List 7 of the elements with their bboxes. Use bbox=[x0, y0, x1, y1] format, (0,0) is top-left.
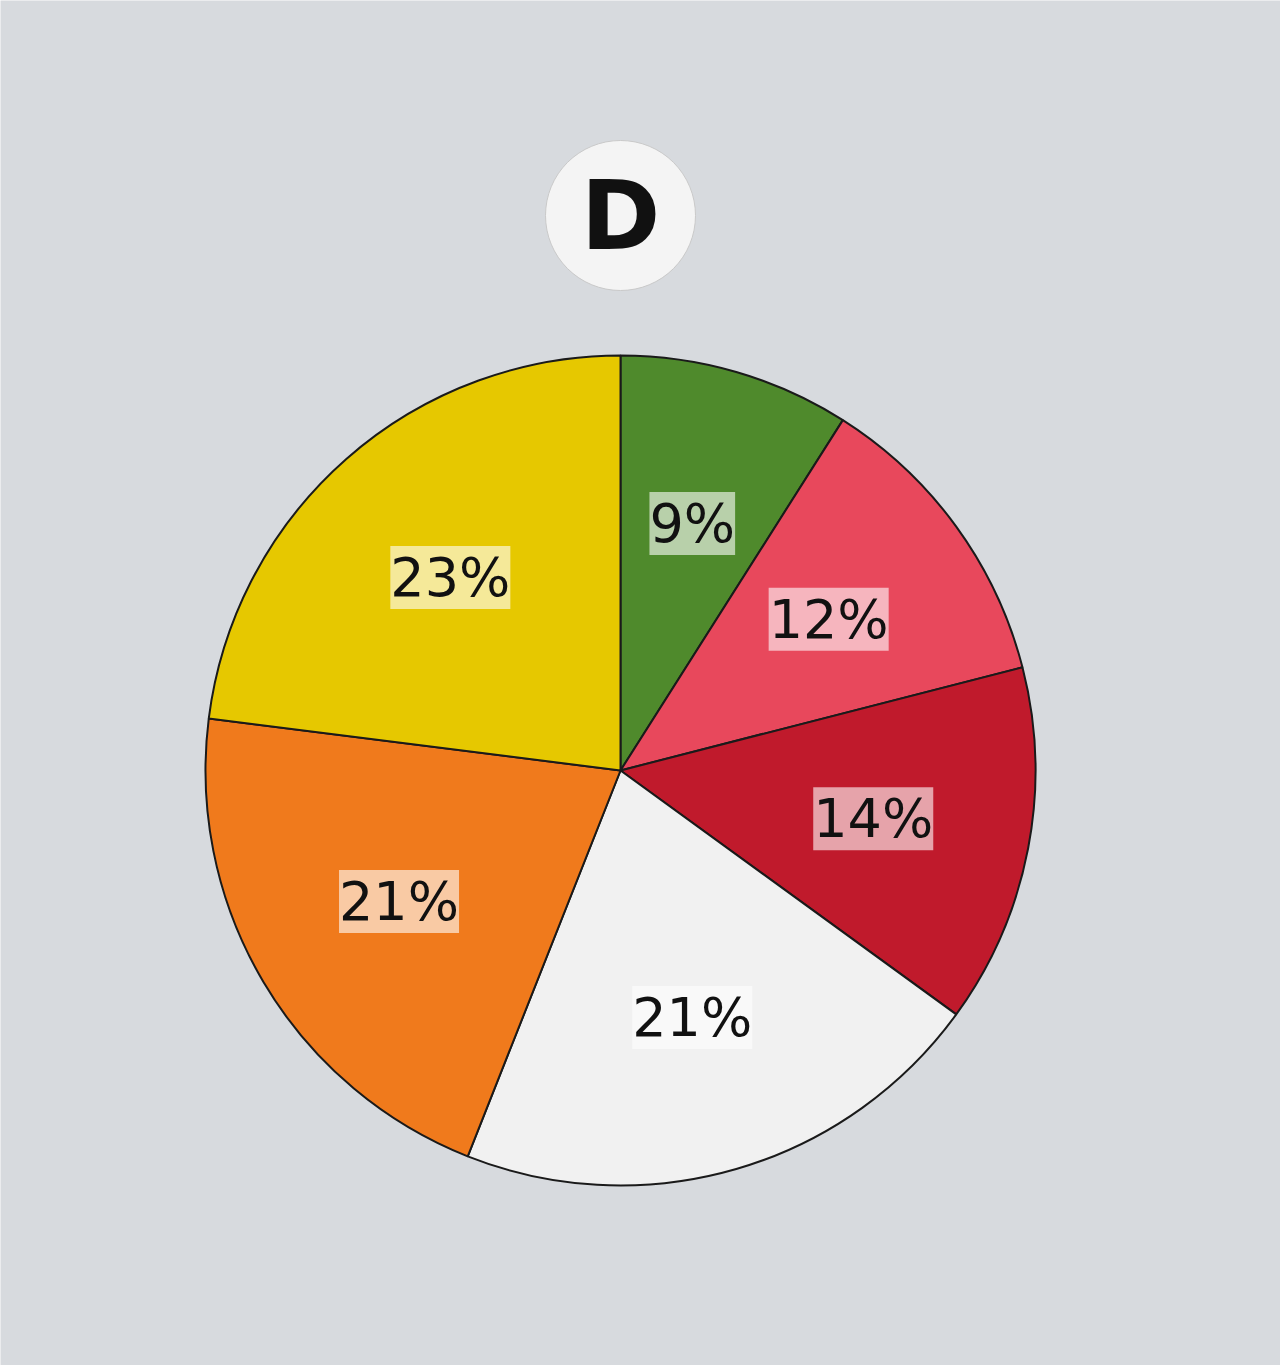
chart-title: D bbox=[580, 159, 661, 272]
data-label: 12% bbox=[768, 587, 889, 651]
data-label: 23% bbox=[390, 546, 511, 609]
data-label: 21% bbox=[339, 869, 460, 933]
data-label: 14% bbox=[813, 787, 934, 851]
data-label: 21% bbox=[632, 986, 753, 1050]
data-label: 9% bbox=[649, 491, 736, 555]
